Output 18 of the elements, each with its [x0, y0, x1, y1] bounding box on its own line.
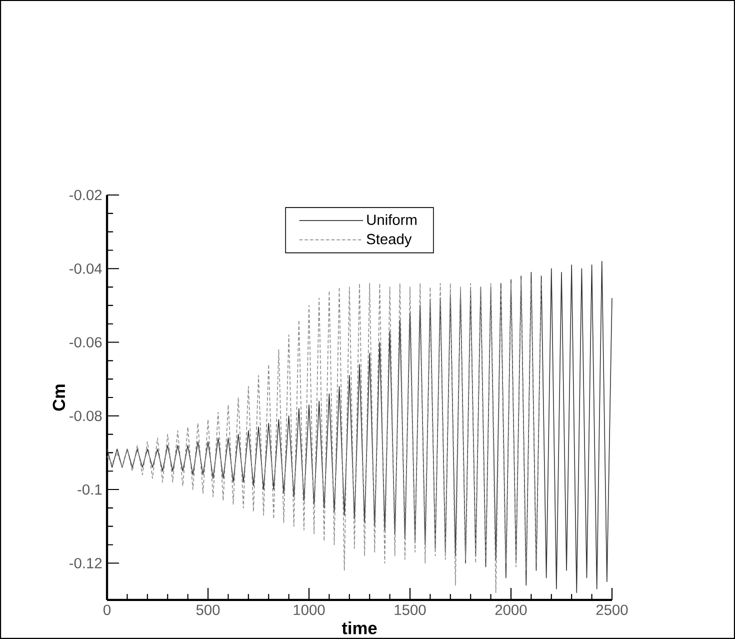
y-tick-label: -0.06	[70, 337, 102, 348]
x-tick-label: 0	[104, 604, 111, 616]
line-series	[106, 279, 542, 594]
y-tick-label: -0.12	[70, 558, 102, 568]
y-axis-title: Cm	[52, 384, 66, 411]
x-tick-label: 2000	[495, 604, 527, 616]
y-tick-label: -0.02	[70, 190, 102, 200]
x-tick-label: 1500	[394, 604, 426, 616]
line-series	[106, 260, 612, 594]
x-tick-label: 500	[196, 604, 220, 616]
y-tick-label: -0.08	[70, 410, 102, 422]
x-tick-label: 2500	[596, 604, 628, 616]
y-tick-label: -0.1	[78, 484, 102, 495]
legend-label: Uniform	[367, 214, 416, 225]
legend-label: Steady	[366, 234, 412, 248]
y-tick-label: -0.04	[70, 263, 102, 274]
x-axis-title: time	[342, 622, 377, 634]
x-tick-label: 1000	[294, 604, 325, 616]
